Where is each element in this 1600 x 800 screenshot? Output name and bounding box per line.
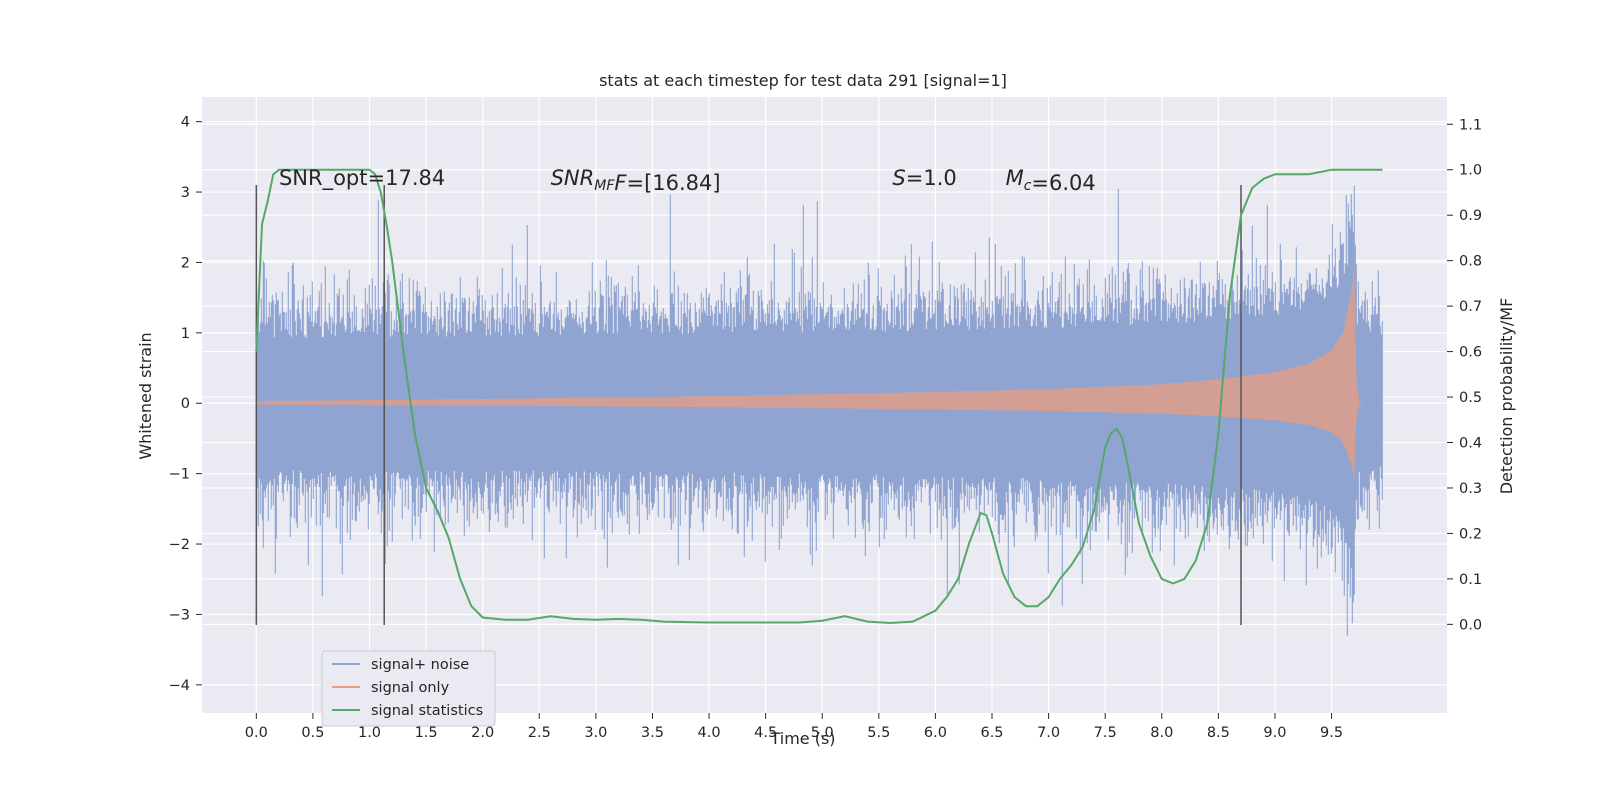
y-right-tick-label: 0.9 bbox=[1459, 208, 1482, 224]
x-tick-label: 6.5 bbox=[980, 725, 1003, 741]
annotation-part: MF bbox=[594, 178, 615, 194]
x-tick-label: 9.5 bbox=[1320, 725, 1343, 741]
legend-label: signal statistics bbox=[371, 703, 483, 719]
y-right-tick-label: 0.7 bbox=[1459, 299, 1482, 315]
annotation-part: S bbox=[892, 166, 905, 190]
legend-box bbox=[321, 650, 496, 727]
annotation-part: F bbox=[614, 171, 627, 195]
y-right-tick-label: 0.2 bbox=[1459, 526, 1482, 542]
y-left-axis-ticks: 4 3 2 1 0 −1 −2 −3 −4 bbox=[169, 115, 202, 694]
x-tick-label: 8.0 bbox=[1150, 725, 1173, 741]
x-tick-label: 8.5 bbox=[1207, 725, 1230, 741]
x-axis-ticks: 0.0 0.5 1.0 1.5 2.0 2.5 3.0 3.5 4.0 4.5 5.0 5.5 6.0 6… bbox=[245, 713, 1343, 741]
x-tick-label: 2.5 bbox=[528, 725, 551, 741]
chart-title: stats at each timestep for test data 291… bbox=[599, 71, 1007, 90]
y-left-axis-label: Whitened strain bbox=[136, 332, 155, 459]
y-right-tick-label: 0.6 bbox=[1459, 345, 1482, 361]
y-left-tick-label: 4 bbox=[181, 115, 190, 131]
x-tick-label: 7.5 bbox=[1094, 725, 1117, 741]
legend: signal+ noise signal only signal statistic… bbox=[321, 650, 496, 727]
y-right-axis-label: Detection probability/MF bbox=[1497, 298, 1516, 495]
y-left-tick-label: −4 bbox=[169, 678, 190, 694]
y-left-tick-label: −3 bbox=[169, 607, 190, 623]
x-tick-label: 1.5 bbox=[415, 725, 438, 741]
annotation-part: c bbox=[1024, 178, 1032, 194]
y-right-tick-label: 0.4 bbox=[1459, 436, 1482, 452]
x-tick-label: 4.5 bbox=[754, 725, 777, 741]
y-right-tick-label: 0.3 bbox=[1459, 481, 1482, 497]
y-left-tick-label: −2 bbox=[169, 537, 190, 553]
y-right-tick-label: 0.5 bbox=[1459, 390, 1482, 406]
x-tick-label: 0.0 bbox=[245, 725, 268, 741]
y-right-tick-label: 1.0 bbox=[1459, 163, 1482, 179]
y-left-tick-label: −1 bbox=[169, 467, 190, 483]
x-tick-label: 1.0 bbox=[358, 725, 381, 741]
annotation-part: =1.0 bbox=[906, 166, 957, 190]
y-right-tick-label: 0.8 bbox=[1459, 254, 1482, 270]
annotation-part: =[16.84] bbox=[626, 171, 720, 195]
y-left-tick-label: 3 bbox=[181, 185, 190, 201]
x-tick-label: 3.5 bbox=[641, 725, 664, 741]
annotation-part: =6.04 bbox=[1031, 171, 1095, 195]
y-left-tick-label: 2 bbox=[181, 255, 190, 271]
x-tick-label: 5.5 bbox=[867, 725, 890, 741]
x-tick-label: 9.0 bbox=[1263, 725, 1286, 741]
x-tick-label: 4.0 bbox=[698, 725, 721, 741]
x-tick-label: 2.0 bbox=[471, 725, 494, 741]
x-tick-label: 5.0 bbox=[811, 725, 834, 741]
x-tick-label: 6.0 bbox=[924, 725, 947, 741]
y-right-axis-ticks: 1.1 1.0 0.9 0.8 0.7 0.6 0.5 0.4 0.3 0.2 0.1 0.0 bbox=[1447, 117, 1482, 633]
stats-layer bbox=[255, 168, 1383, 625]
y-right-tick-label: 1.1 bbox=[1459, 117, 1482, 133]
annotation-text: SNR_opt=17.84 bbox=[279, 166, 445, 191]
y-left-tick-label: 1 bbox=[181, 326, 190, 342]
y-right-tick-label: 0.0 bbox=[1459, 617, 1482, 633]
annotation-text: Mc=6.04 bbox=[1006, 166, 1096, 195]
annotations: SNR_opt=17.84 SNRMFF=[16.84] S=1.0 Mc=6.04 bbox=[279, 166, 1096, 195]
legend-label: signal+ noise bbox=[371, 657, 469, 673]
y-left-tick-label: 0 bbox=[181, 396, 190, 412]
annotation-text: S=1.0 bbox=[892, 166, 956, 190]
x-tick-label: 3.0 bbox=[584, 725, 607, 741]
x-tick-label: 0.5 bbox=[301, 725, 324, 741]
annotation-part: SNR bbox=[551, 166, 595, 190]
y-right-tick-label: 0.1 bbox=[1459, 572, 1482, 588]
x-axis-label: Time (s) bbox=[769, 729, 835, 748]
series-signal-statistics bbox=[255, 168, 1383, 625]
annotation-part: M bbox=[1006, 166, 1024, 190]
x-tick-label: 7.0 bbox=[1037, 725, 1060, 741]
legend-label: signal only bbox=[371, 680, 450, 696]
vertical-lines bbox=[255, 185, 1242, 625]
annotation-text: SNRMFF=[16.84] bbox=[551, 166, 721, 195]
